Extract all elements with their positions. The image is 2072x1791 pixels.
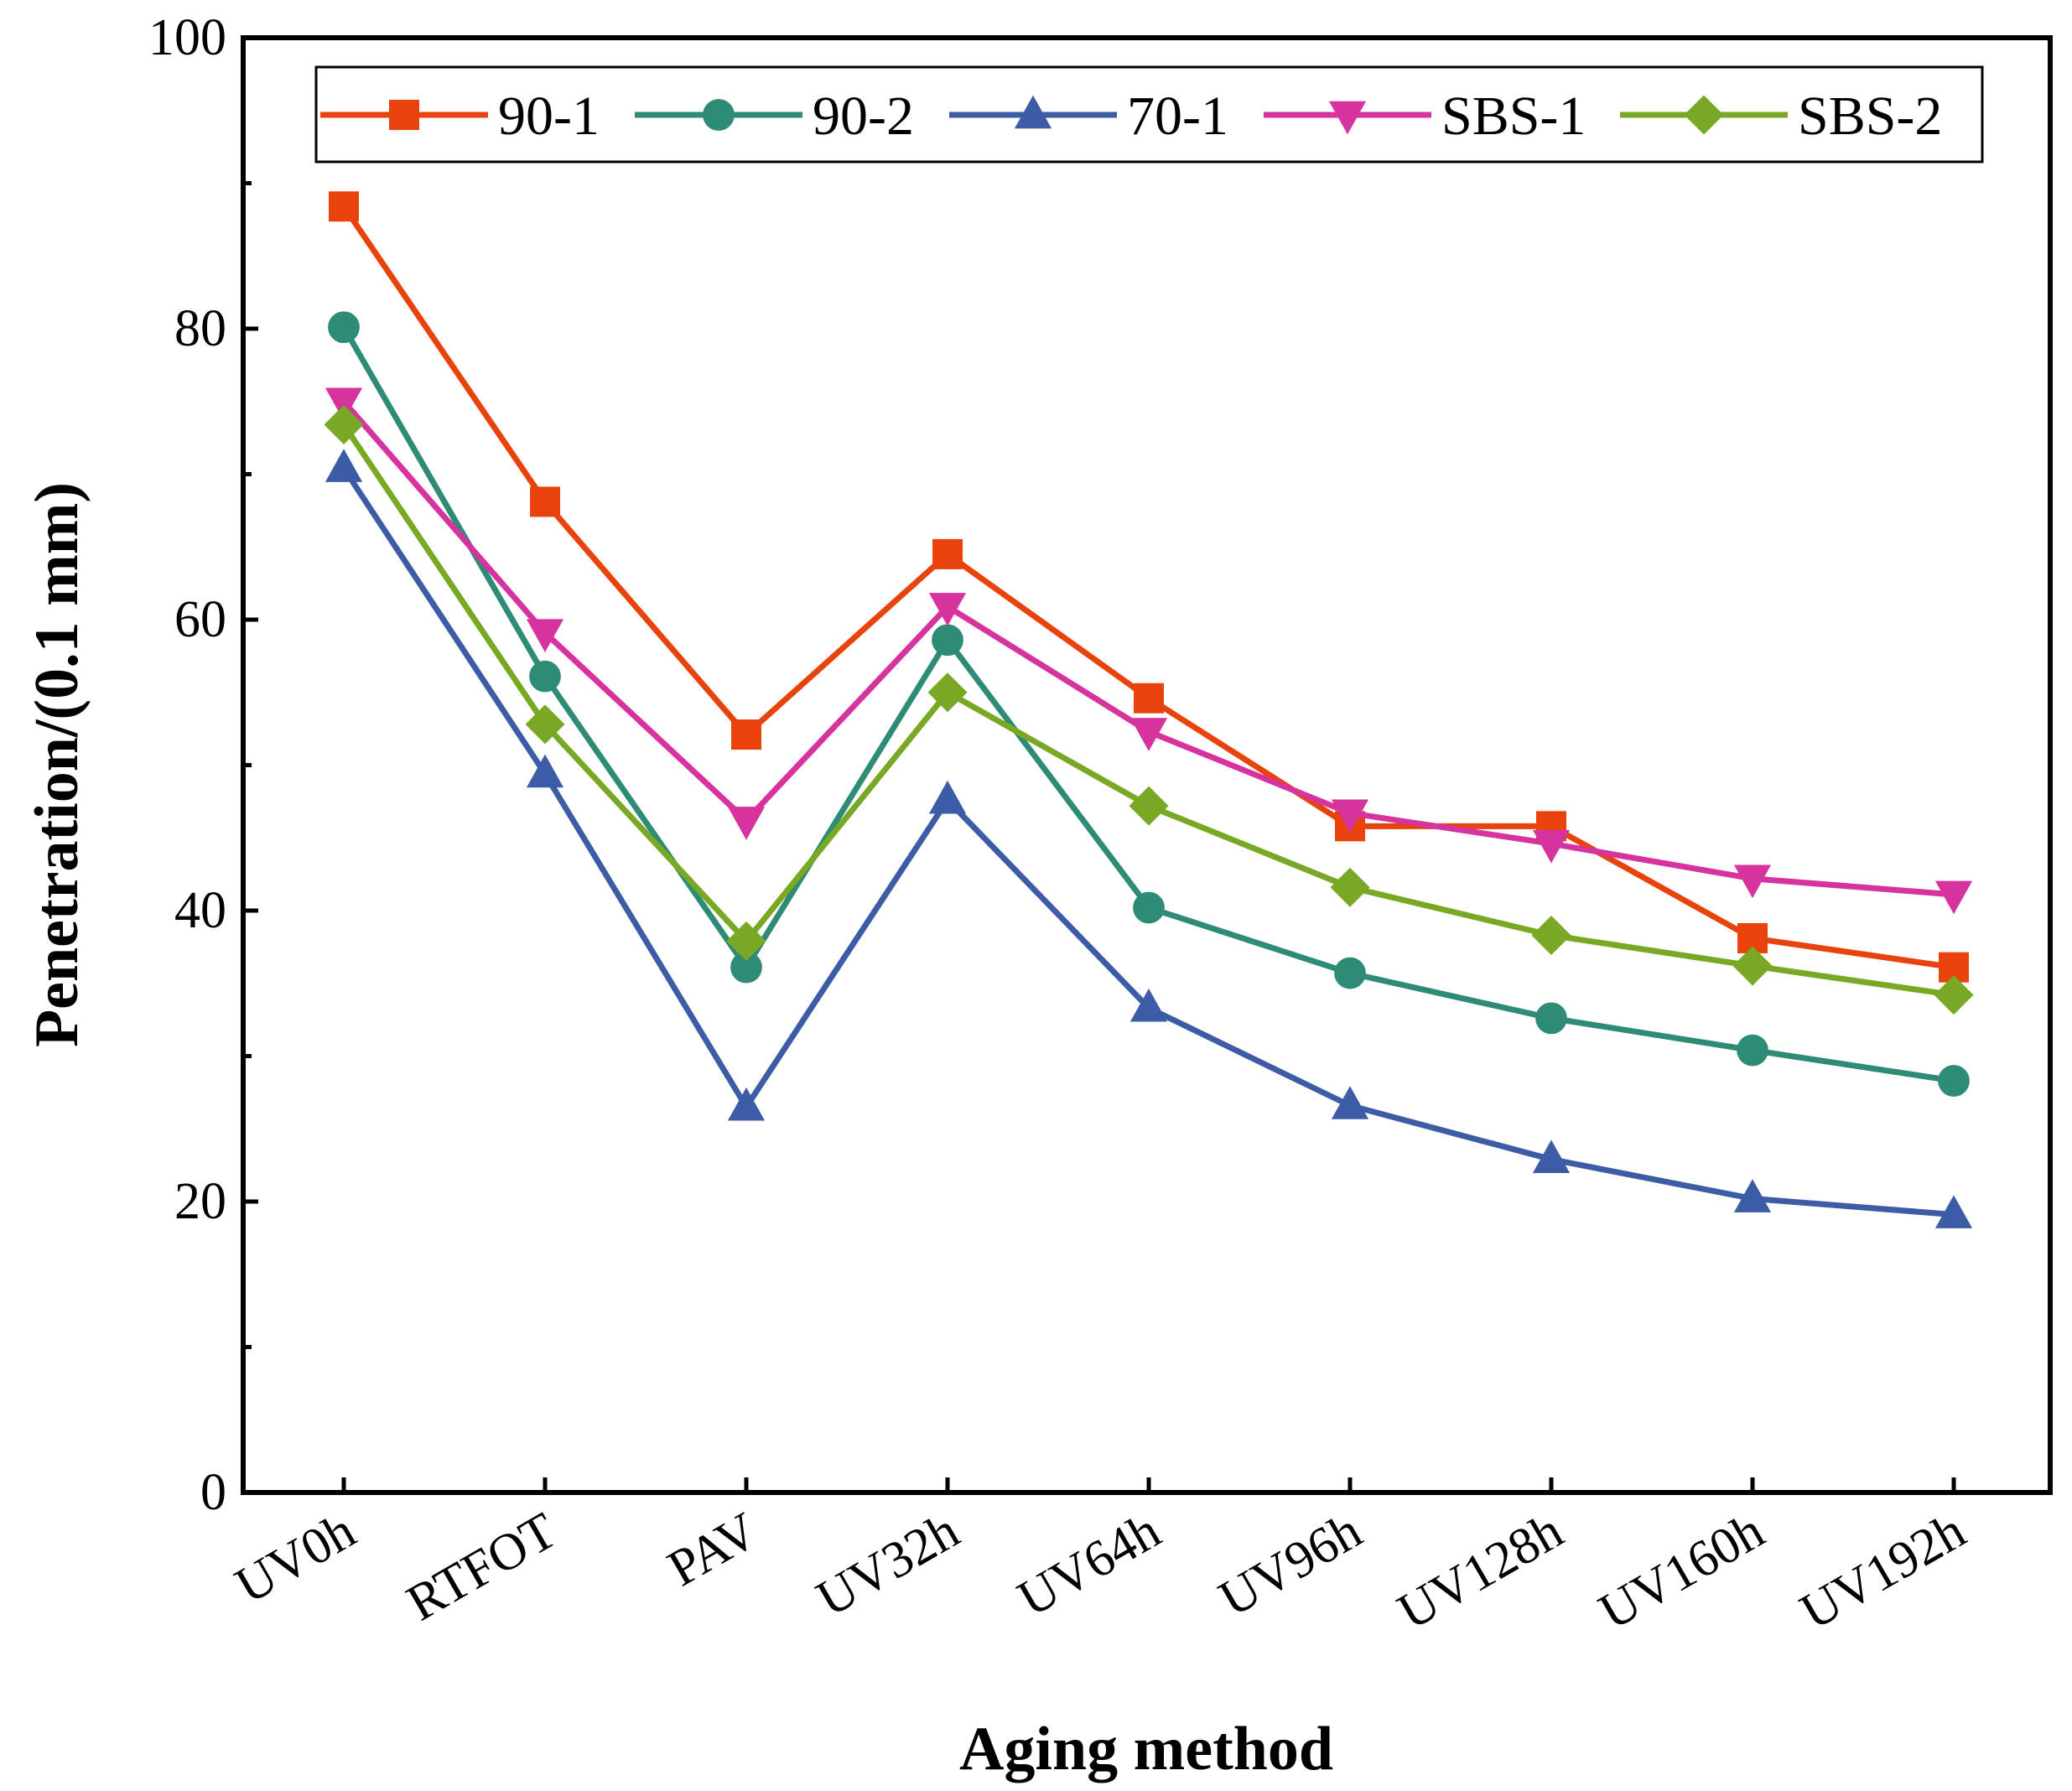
y-tick-label: 80	[174, 300, 226, 357]
legend: 90-1 90-2 70-1 SBS-1 SBS-2	[314, 65, 1984, 164]
data-point-sbs-1	[526, 619, 564, 652]
data-point-90-2	[1334, 957, 1366, 989]
legend-item-sbs-1: SBS-1	[1264, 86, 1586, 147]
legend-label: SBS-2	[1798, 86, 1942, 147]
legend-label: 90-1	[498, 86, 600, 147]
data-point-sbs-1	[928, 593, 967, 626]
legend-item-sbs-2: SBS-2	[1620, 86, 1942, 147]
data-point-90-2	[1133, 891, 1165, 924]
data-point-90-1	[329, 191, 359, 222]
data-point-70-1	[928, 780, 967, 814]
legend-marker	[389, 100, 419, 130]
series-90-1	[329, 191, 1969, 983]
data-point-90-2	[1737, 1034, 1768, 1067]
data-point-sbs-2	[324, 404, 364, 445]
series-layer	[324, 191, 1974, 1228]
legend-label: 70-1	[1127, 86, 1228, 147]
data-point-sbs-1	[1532, 829, 1571, 864]
series-90-2	[328, 311, 1970, 1097]
y-tick-label: 100	[148, 9, 226, 66]
series-sbs-2	[324, 404, 1974, 1015]
data-point-90-2	[328, 311, 360, 344]
data-point-70-1	[727, 1087, 766, 1121]
data-point-sbs-2	[1330, 867, 1370, 907]
y-tick-label: 20	[174, 1173, 226, 1230]
data-point-sbs-2	[726, 921, 766, 961]
data-point-90-2	[932, 624, 963, 657]
series-70-1	[325, 449, 1973, 1228]
data-point-90-2	[529, 660, 561, 693]
y-tick-label: 40	[174, 882, 226, 939]
data-point-70-1	[325, 449, 363, 482]
data-point-sbs-2	[1732, 946, 1773, 986]
data-point-sbs-2	[525, 704, 565, 745]
data-point-70-1	[1129, 988, 1168, 1022]
data-point-70-1	[1934, 1195, 1973, 1228]
y-axis-title: Penetration/(0.1 mm)	[23, 482, 91, 1047]
data-point-sbs-1	[727, 807, 766, 840]
legend-item-70-1: 70-1	[949, 86, 1228, 147]
y-tick-label: 60	[174, 591, 226, 648]
data-point-90-1	[731, 719, 761, 750]
legend-marker	[1684, 95, 1724, 135]
data-point-70-1	[526, 754, 564, 788]
data-point-sbs-2	[1129, 786, 1169, 826]
data-point-sbs-1	[1331, 799, 1369, 833]
data-point-sbs-1	[1934, 880, 1973, 915]
legend-item-90-2: 90-2	[635, 86, 914, 147]
data-point-90-2	[1535, 1002, 1567, 1035]
data-point-sbs-1	[1129, 718, 1168, 751]
legend-marker	[1328, 101, 1367, 135]
data-point-70-1	[1331, 1086, 1369, 1119]
data-point-sbs-1	[1733, 864, 1772, 899]
data-point-90-1	[530, 486, 560, 517]
data-point-70-1	[1733, 1179, 1772, 1212]
legend-item-90-1: 90-1	[320, 86, 600, 147]
legend-label: 90-2	[813, 86, 914, 147]
x-axis-title: Aging method	[959, 1715, 1333, 1783]
data-point-sbs-2	[1934, 975, 1974, 1015]
series-sbs-1	[325, 387, 1973, 915]
data-point-90-1	[1134, 683, 1164, 714]
legend-marker	[703, 99, 735, 131]
data-point-90-1	[932, 538, 963, 569]
legend-marker	[1014, 95, 1052, 129]
data-point-sbs-2	[927, 672, 968, 713]
data-point-sbs-1	[325, 387, 363, 422]
legend-label: SBS-1	[1441, 86, 1586, 147]
data-point-90-2	[1938, 1065, 1970, 1097]
data-point-70-1	[1532, 1139, 1571, 1173]
data-point-sbs-2	[1531, 915, 1571, 956]
y-tick-label: 0	[200, 1464, 226, 1521]
